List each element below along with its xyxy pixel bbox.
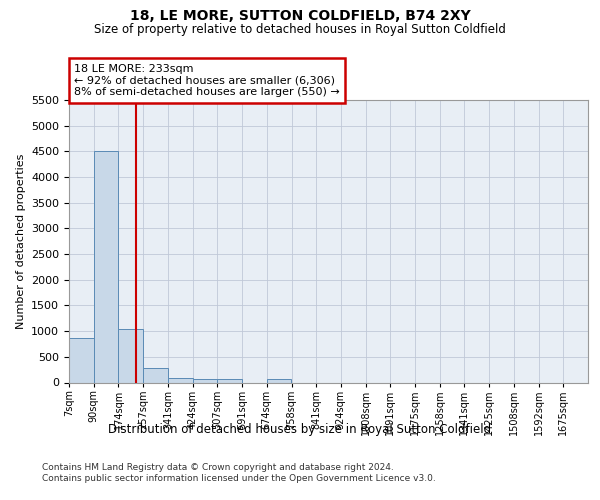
Bar <box>267 380 292 382</box>
Text: Size of property relative to detached houses in Royal Sutton Coldfield: Size of property relative to detached ho… <box>94 22 506 36</box>
Text: Contains public sector information licensed under the Open Government Licence v3: Contains public sector information licen… <box>42 474 436 483</box>
Bar <box>217 379 242 382</box>
Bar <box>168 378 193 382</box>
Text: Contains HM Land Registry data © Crown copyright and database right 2024.: Contains HM Land Registry data © Crown c… <box>42 462 394 471</box>
Text: 18, LE MORE, SUTTON COLDFIELD, B74 2XY: 18, LE MORE, SUTTON COLDFIELD, B74 2XY <box>130 9 470 23</box>
Bar <box>94 152 118 382</box>
Text: 18 LE MORE: 233sqm
← 92% of detached houses are smaller (6,306)
8% of semi-detac: 18 LE MORE: 233sqm ← 92% of detached hou… <box>74 64 340 97</box>
Bar <box>193 379 217 382</box>
Bar <box>143 368 168 382</box>
Bar <box>118 328 143 382</box>
Y-axis label: Number of detached properties: Number of detached properties <box>16 154 26 329</box>
Bar <box>69 338 94 382</box>
Text: Distribution of detached houses by size in Royal Sutton Coldfield: Distribution of detached houses by size … <box>109 422 491 436</box>
